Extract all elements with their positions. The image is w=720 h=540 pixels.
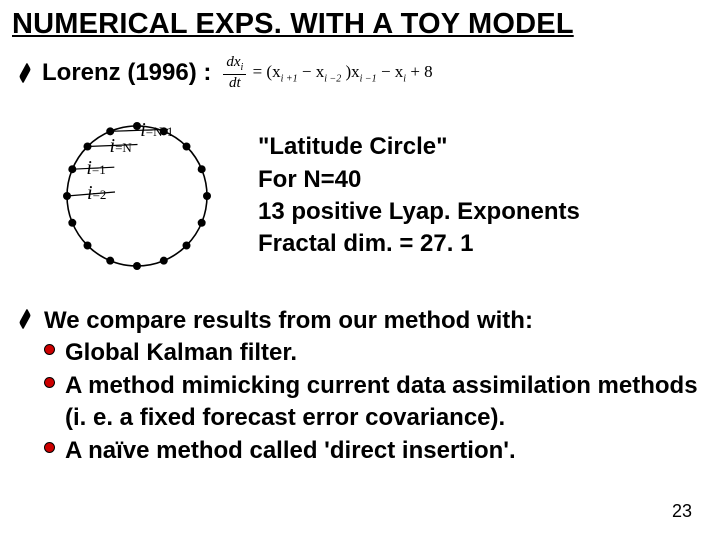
eqn-m1: − x	[298, 62, 325, 81]
label-i1-sub: =1	[92, 162, 106, 177]
eqn-m3: − x	[377, 62, 404, 81]
desc-line-2: 13 positive Lyap. Exponents	[258, 196, 580, 228]
lorenz-equation: dxi dt = (xi +1 − xi −2 )xi −1 − xi + 8	[221, 55, 432, 91]
lorenz-label: Lorenz (1996) :	[42, 59, 211, 87]
diamond-bullet-icon	[19, 308, 31, 329]
red-dot-icon	[44, 377, 55, 388]
circle-description: "Latitude Circle" For N=40 13 positive L…	[258, 131, 580, 261]
eqn-sub2: i −2	[324, 73, 341, 84]
eqn-m2: )x	[341, 62, 359, 81]
label-iN1-sub: =N-1	[146, 124, 174, 139]
eqn-open: = (x	[253, 62, 281, 81]
slide-title: NUMERICAL EXPS. WITH A TOY MODEL	[12, 8, 708, 41]
circle-desc-row: i=2 i=1 i=N i=N-1 "Latitude Circle" For …	[42, 101, 708, 291]
bullet-1: A method mimicking current data assimila…	[65, 370, 708, 435]
bullet-0: Global Kalman filter.	[65, 337, 297, 369]
bullet-2: A naïve method called 'direct insertion'…	[65, 435, 516, 467]
eqn-sub1: i +1	[281, 73, 298, 84]
red-dot-icon	[44, 442, 55, 453]
compare-row: We compare results from our method with:…	[20, 305, 708, 467]
label-i2: i=2	[87, 182, 106, 205]
eqn-tail: + 8	[406, 62, 433, 81]
compare-block: We compare results from our method with:…	[44, 305, 708, 467]
desc-line-3: Fractal dim. = 27. 1	[258, 228, 580, 260]
red-dot-icon	[44, 344, 55, 355]
latitude-circle-diagram: i=2 i=1 i=N i=N-1	[42, 101, 232, 291]
eqn-den: dt	[223, 75, 246, 91]
bullet-row: Global Kalman filter.	[44, 337, 708, 369]
desc-line-0: "Latitude Circle"	[258, 131, 580, 163]
circle-svg	[42, 101, 232, 291]
compare-intro: We compare results from our method with:	[44, 305, 708, 337]
lorenz-row: Lorenz (1996) : dxi dt = (xi +1 − xi −2 …	[20, 55, 708, 91]
label-iN-sub: =N	[115, 140, 132, 155]
eqn-sub3: i −1	[360, 73, 377, 84]
bullet-row: A method mimicking current data assimila…	[44, 370, 708, 435]
desc-line-1: For N=40	[258, 164, 580, 196]
bullet-row: A naïve method called 'direct insertion'…	[44, 435, 708, 467]
label-i2-sub: =2	[93, 187, 107, 202]
label-iN: i=N	[110, 135, 132, 158]
label-i1: i=1	[86, 157, 105, 180]
diamond-bullet-icon	[19, 62, 31, 83]
page-number: 23	[672, 501, 692, 522]
eqn-num-sub: i	[241, 62, 244, 73]
label-iN1: i=N-1	[140, 119, 173, 142]
eqn-num: dx	[226, 54, 240, 70]
